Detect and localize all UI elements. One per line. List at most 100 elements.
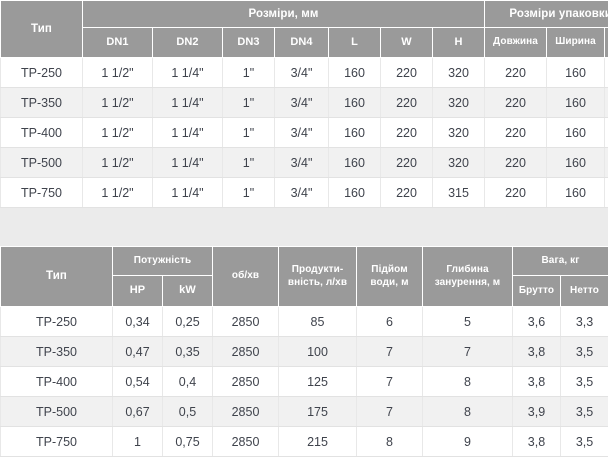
cell-rpm: 2850 — [213, 427, 279, 457]
dimensions-table-head: Тип Розміри, мм Розміри упаковки, мм DN1… — [1, 1, 608, 58]
col-header-l: L — [329, 28, 381, 58]
col-header-type: Тип — [1, 247, 113, 307]
cell-type: TP-350 — [1, 88, 83, 118]
cell-capacity: 85 — [279, 307, 357, 337]
cell-hp: 0,54 — [113, 367, 163, 397]
cell-dn2: 1 1/4" — [153, 88, 223, 118]
cell-kw: 0,4 — [163, 367, 213, 397]
cell-weight-net: 3,5 — [561, 367, 608, 397]
cell-dn3: 1" — [223, 178, 275, 208]
cell-hp: 0,67 — [113, 397, 163, 427]
dimensions-header-row-top: Тип Розміри, мм Розміри упаковки, мм — [1, 1, 608, 28]
performance-table-body: TP-250 0,34 0,25 2850 85 6 5 3,6 3,3 TP-… — [1, 307, 608, 457]
performance-table-head: Тип Потужність об/хв Продукти-вність, л/… — [1, 247, 608, 307]
cell-type: TP-500 — [1, 397, 113, 427]
cell-dn1: 1 1/2" — [83, 148, 153, 178]
cell-type: TP-400 — [1, 367, 113, 397]
cell-hp: 0,34 — [113, 307, 163, 337]
table-row: TP-350 0,47 0,35 2850 100 7 7 3,8 3,5 — [1, 337, 608, 367]
spec-sheet: Тип Розміри, мм Розміри упаковки, мм DN1… — [0, 0, 608, 447]
table-row: TP-250 0,34 0,25 2850 85 6 5 3,6 3,3 — [1, 307, 608, 337]
cell-head: 8 — [357, 427, 423, 457]
col-header-kw: kW — [163, 276, 213, 307]
col-header-pack-height: Висота — [605, 28, 608, 58]
cell-type: TP-250 — [1, 307, 113, 337]
cell-pack-height: 340 — [605, 58, 608, 88]
cell-dn3: 1" — [223, 118, 275, 148]
col-header-weight-gross: Брутто — [513, 276, 561, 307]
performance-table: Тип Потужність об/хв Продукти-вність, л/… — [0, 246, 608, 457]
col-header-rpm: об/хв — [213, 247, 279, 307]
cell-weight-net: 3,5 — [561, 397, 608, 427]
col-group-weight: Вага, кг — [513, 247, 608, 276]
cell-l: 160 — [329, 178, 381, 208]
col-group-packaging: Розміри упаковки, мм — [485, 1, 608, 28]
table-row: TP-350 1 1/2" 1 1/4" 1" 3/4" 160 220 320… — [1, 88, 608, 118]
cell-dn1: 1 1/2" — [83, 58, 153, 88]
cell-kw: 0,35 — [163, 337, 213, 367]
cell-dn2: 1 1/4" — [153, 118, 223, 148]
cell-weight-net: 3,5 — [561, 337, 608, 367]
cell-pack-width: 160 — [547, 118, 605, 148]
col-header-pack-width: Ширина — [547, 28, 605, 58]
cell-dn4: 3/4" — [275, 88, 329, 118]
cell-l: 160 — [329, 118, 381, 148]
cell-hp: 0,47 — [113, 337, 163, 367]
cell-pack-height: 340 — [605, 118, 608, 148]
cell-hp: 1 — [113, 427, 163, 457]
cell-w: 220 — [381, 88, 433, 118]
cell-dn2: 1 1/4" — [153, 148, 223, 178]
cell-pack-width: 160 — [547, 148, 605, 178]
cell-pack-length: 220 — [485, 58, 547, 88]
cell-dn2: 1 1/4" — [153, 58, 223, 88]
table-row: TP-400 1 1/2" 1 1/4" 1" 3/4" 160 220 320… — [1, 118, 608, 148]
col-header-dn4: DN4 — [275, 28, 329, 58]
cell-type: TP-750 — [1, 178, 83, 208]
cell-pack-length: 220 — [485, 118, 547, 148]
cell-dn1: 1 1/2" — [83, 88, 153, 118]
cell-immersion: 9 — [423, 427, 513, 457]
cell-rpm: 2850 — [213, 367, 279, 397]
cell-weight-net: 3,5 — [561, 427, 608, 457]
cell-rpm: 2850 — [213, 307, 279, 337]
cell-h: 320 — [433, 148, 485, 178]
col-header-w: W — [381, 28, 433, 58]
cell-w: 220 — [381, 148, 433, 178]
cell-capacity: 215 — [279, 427, 357, 457]
dimensions-header-row-sub: DN1 DN2 DN3 DN4 L W H Довжина Ширина Вис… — [1, 28, 608, 58]
col-header-immersion: Глибина занурення, м — [423, 247, 513, 307]
cell-kw: 0,25 — [163, 307, 213, 337]
cell-dn1: 1 1/2" — [83, 178, 153, 208]
cell-type: TP-750 — [1, 427, 113, 457]
cell-head: 6 — [357, 307, 423, 337]
cell-pack-length: 220 — [485, 148, 547, 178]
col-header-head: Підйом води, м — [357, 247, 423, 307]
col-header-pack-length: Довжина — [485, 28, 547, 58]
cell-pack-length: 220 — [485, 178, 547, 208]
cell-head: 7 — [357, 397, 423, 427]
cell-type: TP-350 — [1, 337, 113, 367]
dimensions-table: Тип Розміри, мм Розміри упаковки, мм DN1… — [0, 0, 608, 208]
table-separator — [0, 208, 608, 246]
cell-pack-width: 160 — [547, 178, 605, 208]
col-header-capacity: Продукти-вність, л/хв — [279, 247, 357, 307]
col-group-power: Потужність — [113, 247, 213, 276]
cell-l: 160 — [329, 58, 381, 88]
cell-dn3: 1" — [223, 148, 275, 178]
cell-dn3: 1" — [223, 88, 275, 118]
cell-kw: 0,5 — [163, 397, 213, 427]
cell-w: 220 — [381, 58, 433, 88]
col-header-h: H — [433, 28, 485, 58]
cell-weight-gross: 3,8 — [513, 337, 561, 367]
cell-weight-gross: 3,6 — [513, 307, 561, 337]
cell-pack-width: 160 — [547, 88, 605, 118]
cell-type: TP-400 — [1, 118, 83, 148]
cell-dn4: 3/4" — [275, 148, 329, 178]
cell-type: TP-500 — [1, 148, 83, 178]
cell-dn3: 1" — [223, 58, 275, 88]
cell-capacity: 175 — [279, 397, 357, 427]
cell-pack-length: 220 — [485, 88, 547, 118]
cell-immersion: 7 — [423, 337, 513, 367]
cell-rpm: 2850 — [213, 397, 279, 427]
cell-immersion: 8 — [423, 367, 513, 397]
